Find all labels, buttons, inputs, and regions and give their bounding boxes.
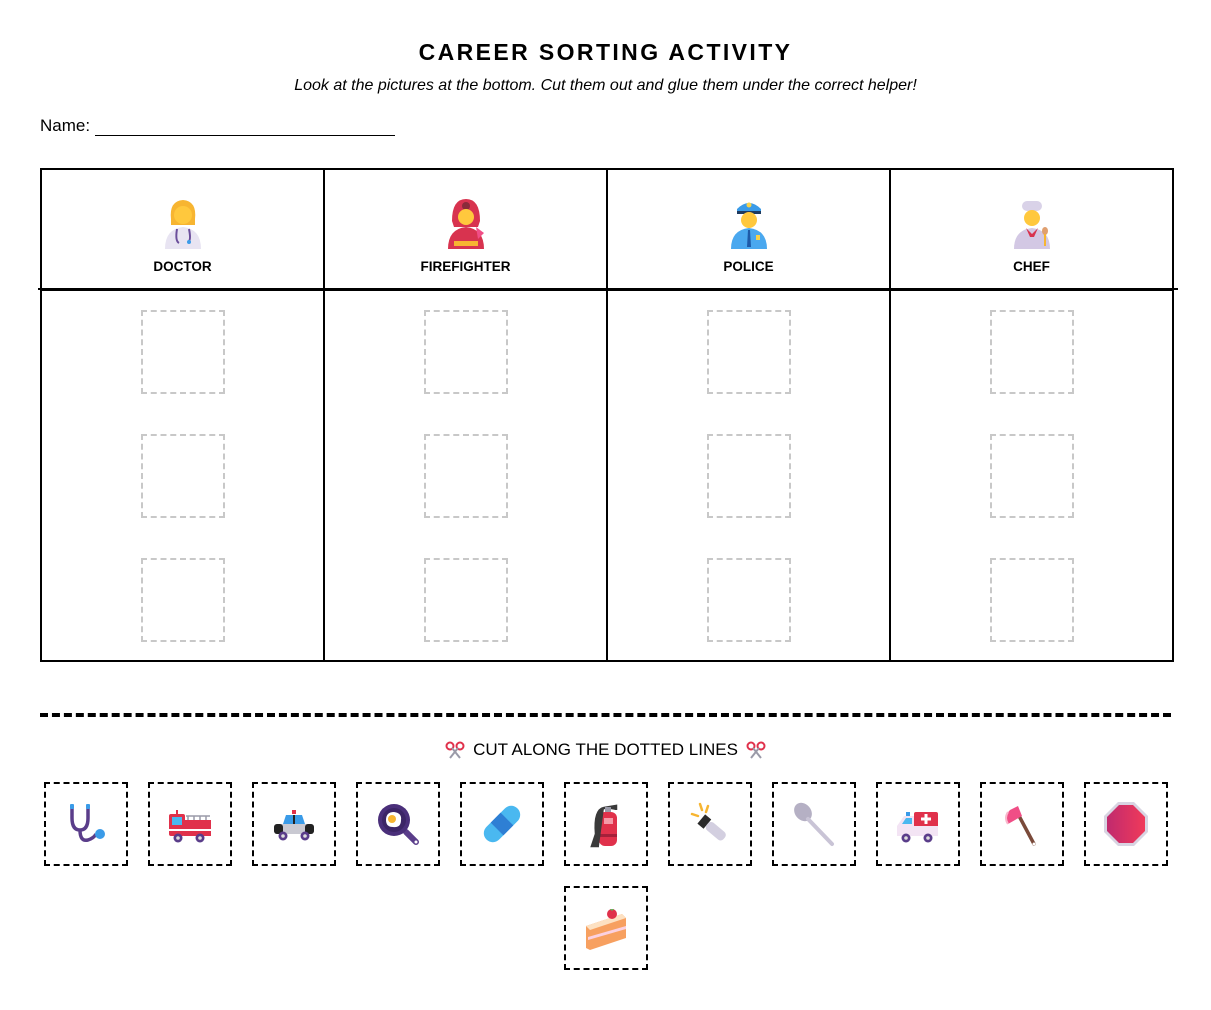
doctor-icon xyxy=(163,197,203,249)
glue-box xyxy=(140,434,225,518)
axe-icon xyxy=(1005,806,1036,846)
police-car-icon xyxy=(274,810,314,841)
cutout-card-fire-extinguisher[interactable] xyxy=(564,782,648,866)
column-label-police: POLICE xyxy=(723,259,774,274)
spoon-icon xyxy=(794,802,834,846)
firefighter-icon xyxy=(446,197,486,249)
scissors-icon xyxy=(445,741,465,759)
sorting-table: DOCTOR FIREFIGHTER xyxy=(40,168,1174,662)
column-chef: CHEF xyxy=(891,170,1172,660)
police-officer-icon xyxy=(729,197,769,249)
name-field-row: Name: xyxy=(40,116,396,136)
cutout-card-ambulance[interactable] xyxy=(876,782,960,866)
cutout-card-frying-pan[interactable] xyxy=(356,782,440,866)
chef-icon xyxy=(1012,197,1052,249)
stop-sign-icon xyxy=(1104,802,1148,846)
fire-engine-icon xyxy=(169,810,211,843)
glue-box xyxy=(989,310,1074,394)
glue-box xyxy=(706,310,791,394)
glue-box xyxy=(423,310,508,394)
glue-box xyxy=(989,434,1074,518)
column-firefighter: FIREFIGHTER xyxy=(325,170,608,660)
column-header: POLICE xyxy=(608,170,889,291)
frying-pan-egg-icon xyxy=(378,804,419,845)
column-label-firefighter: FIREFIGHTER xyxy=(420,259,511,274)
name-label: Name: xyxy=(40,116,91,135)
glue-box xyxy=(706,558,791,642)
glue-box xyxy=(140,558,225,642)
glue-box xyxy=(423,558,508,642)
column-label-doctor: DOCTOR xyxy=(153,259,212,274)
header-divider xyxy=(38,288,1178,290)
stethoscope-icon xyxy=(70,804,105,843)
column-police: POLICE xyxy=(608,170,891,660)
cutout-card-cake[interactable] xyxy=(564,886,648,970)
scissors-icon xyxy=(746,741,766,759)
bandage-icon xyxy=(483,805,521,843)
cutout-card-axe[interactable] xyxy=(980,782,1064,866)
column-header: CHEF xyxy=(891,170,1172,291)
column-header: FIREFIGHTER xyxy=(325,170,606,291)
instructions: Look at the pictures at the bottom. Cut … xyxy=(294,77,917,94)
glue-box xyxy=(140,310,225,394)
cutout-card-fire-engine[interactable] xyxy=(148,782,232,866)
cutout-card-spoon[interactable] xyxy=(772,782,856,866)
glue-box xyxy=(706,434,791,518)
cutout-card-stethoscope[interactable] xyxy=(44,782,128,866)
glue-box xyxy=(423,434,508,518)
column-label-chef: CHEF xyxy=(1013,259,1050,274)
cut-instructions: CUT ALONG THE DOTTED LINES xyxy=(0,740,1211,760)
cutout-card-stop-sign[interactable] xyxy=(1084,782,1168,866)
flashlight-icon xyxy=(690,802,726,841)
cutout-card-bandage[interactable] xyxy=(460,782,544,866)
fire-extinguisher-icon xyxy=(590,804,618,848)
name-input-line[interactable] xyxy=(95,116,396,136)
cutout-card-police-car[interactable] xyxy=(252,782,336,866)
ambulance-icon xyxy=(897,812,938,843)
cut-line xyxy=(40,713,1171,717)
page-title: CAREER SORTING ACTIVITY xyxy=(418,39,793,65)
glue-box xyxy=(989,558,1074,642)
column-doctor: DOCTOR xyxy=(42,170,325,660)
cut-caption-text: CUT ALONG THE DOTTED LINES xyxy=(473,740,738,759)
cake-slice-icon xyxy=(586,909,626,950)
cutout-card-flashlight[interactable] xyxy=(668,782,752,866)
column-header: DOCTOR xyxy=(42,170,323,291)
